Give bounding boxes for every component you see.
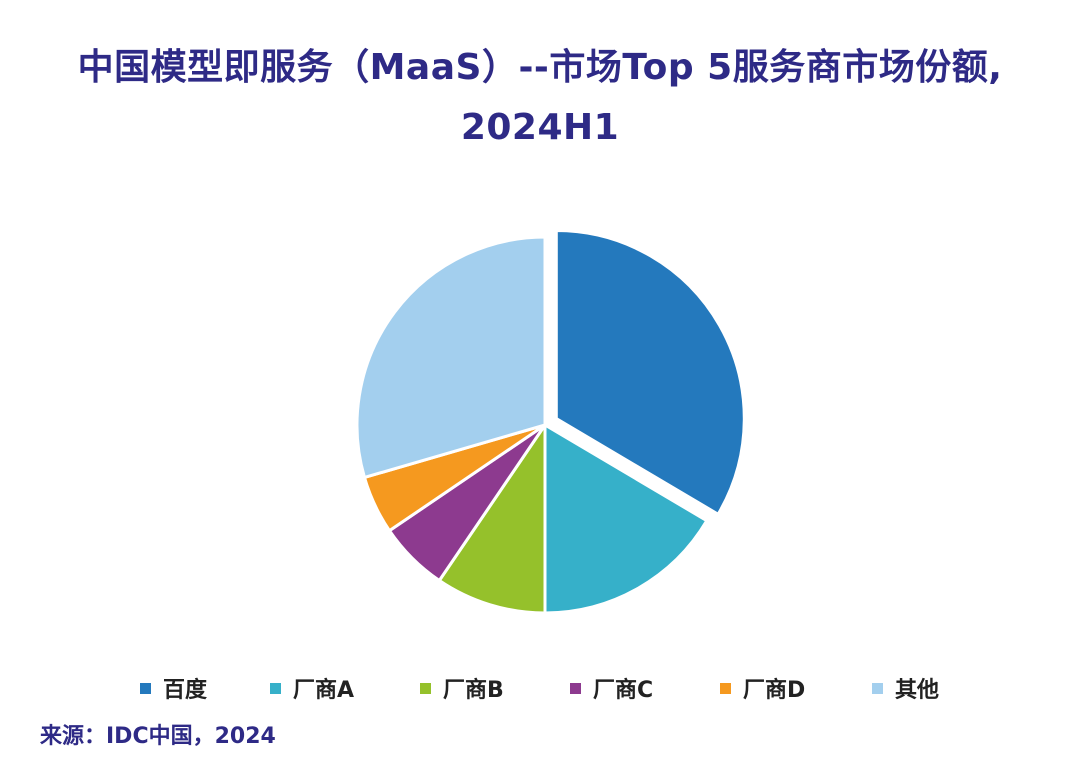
legend-label: 厂商A [293, 678, 355, 703]
legend-swatch [720, 682, 731, 694]
pie-chart [355, 229, 746, 615]
chart-title-line-1: 中国模型即服务（MaaS）--市场Top 5服务商市场份额, [77, 47, 1003, 88]
chart-title-line-2: 2024H1 [460, 107, 620, 148]
legend-item-baidu: 百度 [140, 668, 207, 708]
legend-label: 厂商C [593, 678, 654, 703]
legend-item-others: 其他 [872, 668, 939, 708]
legend-item-vendor-b: 厂商B [420, 668, 504, 708]
legend-label: 百度 [163, 678, 208, 703]
legend: 百度 厂商A 厂商B 厂商C 厂商D 其他 [0, 668, 1080, 708]
legend-swatch [570, 682, 581, 694]
legend-label: 厂商B [443, 678, 504, 703]
legend-label: 厂商D [743, 678, 806, 703]
legend-label: 其他 [895, 678, 940, 703]
legend-swatch [420, 682, 431, 694]
legend-swatch [270, 682, 281, 694]
pie-slice-5 [355, 235, 547, 479]
legend-swatch [872, 682, 883, 694]
source-note: 来源：IDC中国，2024 [40, 724, 276, 749]
legend-swatch [140, 682, 151, 694]
pie-slice-2 [437, 423, 547, 615]
legend-item-vendor-d: 厂商D [720, 668, 805, 708]
legend-item-vendor-c: 厂商C [570, 668, 653, 708]
legend-item-vendor-a: 厂商A [270, 668, 354, 708]
pie-slice-0 [554, 229, 746, 516]
pie-slice-1 [543, 423, 709, 615]
